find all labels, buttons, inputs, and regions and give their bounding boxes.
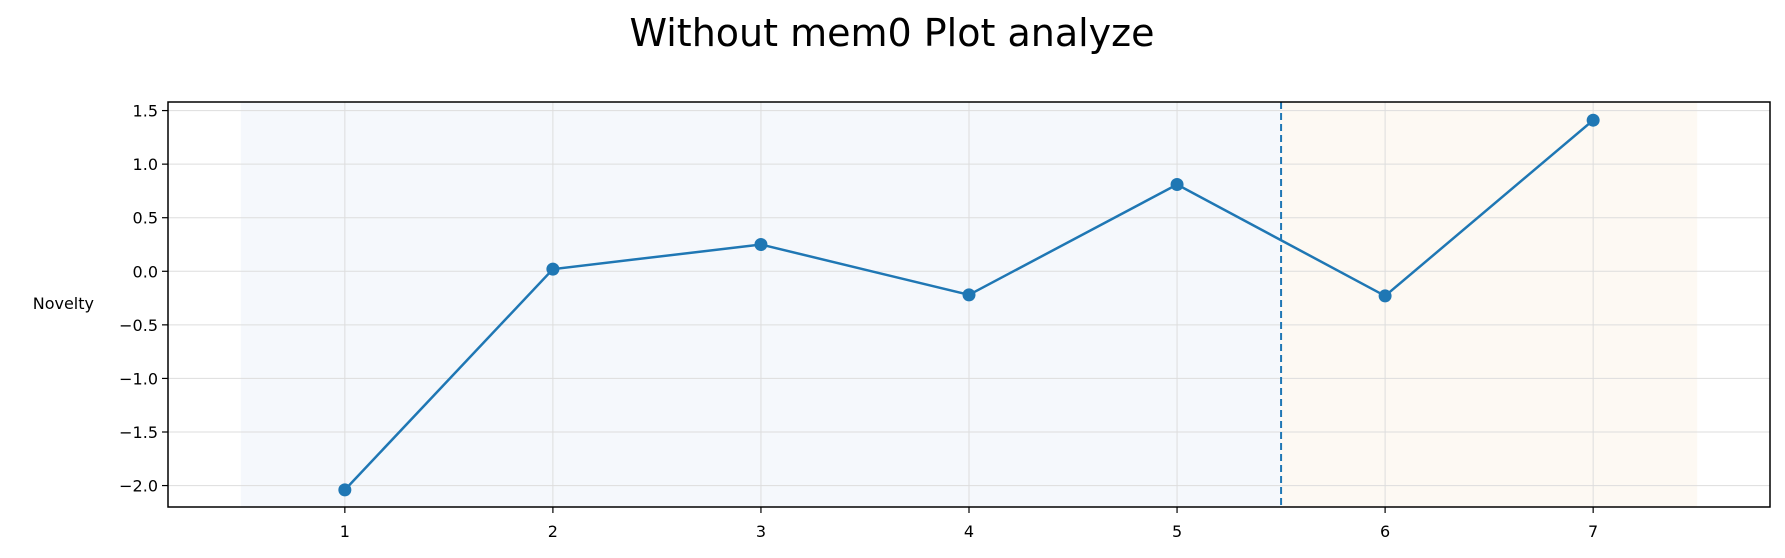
y-tick-label-8: −2.0: [119, 477, 158, 496]
y-tick-label-4: 0.0: [133, 262, 158, 281]
plot-area: 1 2 3 4 5 6 7 1.5 1.0 0.5 0.0 −0.5 −1.0 −1.5 −2.0: [119, 101, 1771, 541]
data-point-3: [754, 238, 768, 251]
data-point-7: [1586, 113, 1600, 127]
x-tick-label-2: 2: [548, 522, 558, 541]
x-tick-label-5: 5: [1172, 522, 1182, 541]
y-tick-label-6: −1.0: [119, 369, 158, 388]
y-tick-label-5: −0.5: [119, 316, 158, 335]
shaded-region-2: [1281, 102, 1698, 507]
y-tick-label-3: 0.5: [133, 209, 158, 228]
x-tick-label-4: 4: [964, 522, 974, 541]
x-tick-label-1: 1: [340, 522, 350, 541]
x-tick-label-7: 7: [1588, 522, 1598, 541]
data-point-1: [338, 483, 352, 497]
y-tick-label-1: 1.5: [133, 102, 158, 121]
data-point-4: [962, 288, 976, 302]
y-tick-label-7: −1.5: [119, 423, 158, 442]
data-point-5: [1170, 178, 1184, 191]
data-point-2: [546, 262, 560, 276]
x-tick-label-3: 3: [756, 522, 766, 541]
y-axis-label: Novelty: [33, 294, 94, 313]
x-tick-label-6: 6: [1380, 522, 1390, 541]
data-point-6: [1378, 289, 1392, 303]
chart-title: Without mem0 Plot analyze: [630, 11, 1155, 55]
y-tick-label-2: 1.0: [133, 155, 158, 174]
